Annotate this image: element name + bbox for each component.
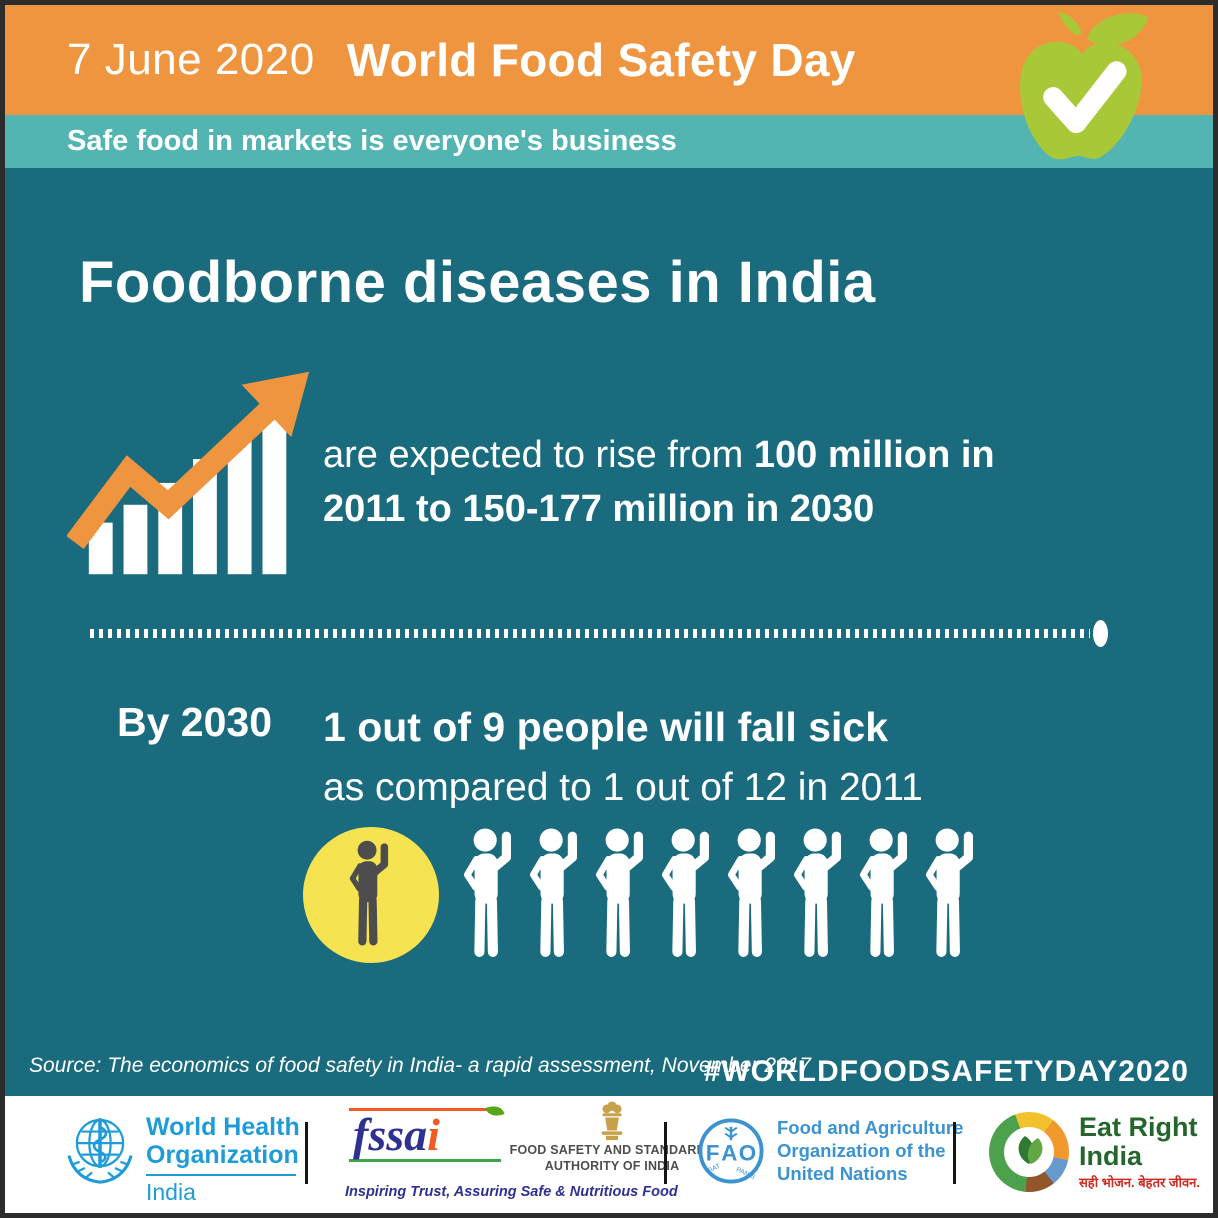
footer-divider-1 — [305, 1122, 308, 1184]
eat-right-name-line2: India — [1079, 1140, 1143, 1171]
fssai-authority-block: FOOD SAFETY AND STANDARDS AUTHORITY OF I… — [503, 1100, 721, 1175]
projection-line1: 1 out of 9 people will fall sick — [323, 704, 889, 750]
event-tagline: Safe food in markets is everyone's busin… — [67, 125, 677, 157]
event-date: 7 June 2020 — [67, 35, 315, 84]
trend-statement-prefix: are expected to rise from — [323, 434, 744, 476]
fssai-bottom-rule — [349, 1159, 501, 1163]
person-icon — [595, 826, 649, 964]
fssai-tagline: Inspiring Trust, Assuring Safe & Nutriti… — [345, 1184, 678, 1200]
fao-name-line1: Food and Agriculture — [777, 1117, 964, 1138]
fssai-wordmark: fssai — [349, 1102, 505, 1163]
apple-checkmark-icon — [1007, 11, 1157, 169]
trend-statement-figures: 100 million in 2011 to 150-177 million i… — [323, 434, 995, 530]
projection-year-label: By 2030 — [117, 699, 273, 745]
partner-logos-footer: World Health Organization India fssai — [5, 1096, 1213, 1213]
footer-divider-3 — [953, 1122, 956, 1184]
eat-right-wordmark: Eat Right India सही भोजन. बेहतर जीवन. — [1079, 1113, 1200, 1191]
fao-emblem-icon: F A O FIAT PANIS — [698, 1118, 764, 1184]
tagline-band: Safe food in markets is everyone's busin… — [5, 115, 1213, 168]
who-name-line2: Organization — [146, 1140, 299, 1169]
eat-right-india-logo: Eat Right India सही भोजन. बेहतर जीवन. — [989, 1112, 1200, 1192]
event-title: World Food Safety Day — [346, 34, 856, 86]
person-icon-highlighted — [303, 827, 439, 963]
person-icon — [661, 826, 715, 964]
people-pictogram-row — [303, 825, 991, 965]
fao-letter-f: F — [706, 1140, 720, 1165]
person-icon — [727, 826, 781, 964]
eat-right-leaves-icon — [1018, 1136, 1043, 1164]
fao-wordmark: Food and Agriculture Organization of the… — [777, 1116, 963, 1185]
separator-end-dot — [1093, 620, 1108, 647]
fssai-leaf-icon — [485, 1102, 505, 1120]
ashoka-emblem-icon — [601, 1101, 623, 1141]
projection-statement: 1 out of 9 people will fall sick as comp… — [323, 697, 923, 817]
who-region: India — [146, 1174, 296, 1206]
person-icon — [529, 826, 583, 964]
projection-line2: as compared to 1 out of 12 in 2011 — [323, 765, 923, 809]
who-emblem-icon — [67, 1118, 133, 1184]
rising-chart-icon — [66, 363, 325, 585]
who-name-line1: World Health — [146, 1113, 300, 1141]
dotted-separator — [90, 620, 1108, 647]
main-heading: Foodborne diseases in India — [79, 250, 876, 315]
person-icon — [925, 826, 979, 964]
fssai-authority-line1: FOOD SAFETY AND STANDARDS — [509, 1143, 715, 1157]
fao-name-line2: Organization of the — [777, 1140, 946, 1162]
header-band: 7 June 2020 World Food Safety Day — [5, 5, 1213, 115]
fssai-letters: fssa — [353, 1109, 428, 1160]
trend-statement: are expected to rise from 100 million in… — [323, 429, 1085, 537]
fao-letter-a: A — [721, 1140, 737, 1165]
eat-right-ring-icon — [989, 1112, 1069, 1192]
person-icon — [859, 826, 913, 964]
fssai-top-rule — [349, 1108, 501, 1111]
eat-right-hindi-tagline: सही भोजन. बेहतर जीवन. — [1079, 1174, 1200, 1190]
who-wordmark: World Health Organization India — [146, 1113, 300, 1206]
source-citation: Source: The economics of food safety in … — [29, 1054, 812, 1077]
person-icon — [463, 826, 517, 964]
fssai-authority-line2: AUTHORITY OF INDIA — [544, 1159, 680, 1174]
fao-logo: F A O FIAT PANIS Food and Agriculture Or… — [697, 1116, 963, 1185]
fao-name-line3: United Nations — [777, 1163, 908, 1185]
footer-divider-2 — [664, 1122, 667, 1184]
fao-letter-o: O — [739, 1140, 756, 1165]
who-logo: World Health Organization India — [60, 1108, 300, 1206]
campaign-hashtag: #WORLDFOODSAFETYDAY2020 — [703, 1055, 1189, 1088]
person-icon — [793, 826, 847, 964]
fssai-letter-i: i — [427, 1109, 440, 1160]
eat-right-name-line1: Eat Right — [1079, 1112, 1198, 1143]
